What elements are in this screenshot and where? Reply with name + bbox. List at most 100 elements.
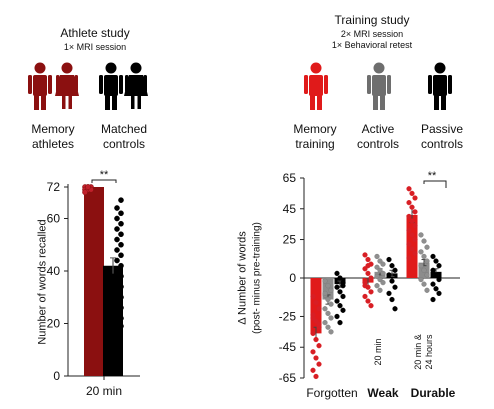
person-control-male-icon-leg-right xyxy=(112,95,117,110)
right-data-point xyxy=(430,296,436,303)
right-bar-s0-c0 xyxy=(310,278,322,334)
left-data-point xyxy=(114,310,120,316)
training-study-subtitle-2: 1× Behavioral retest xyxy=(331,40,413,50)
person-athlete-male-icon-leg-left xyxy=(34,95,39,110)
right-data-point xyxy=(322,306,328,312)
right-data-point xyxy=(409,190,415,196)
person-memory-training-icon-arm-right xyxy=(324,75,328,94)
right-data-point xyxy=(368,275,374,281)
person-active-control-icon-leg-left xyxy=(373,95,378,110)
person-passive-control-icon xyxy=(428,62,452,110)
right-data-point xyxy=(325,296,331,303)
category-label-durable: Durable xyxy=(410,386,456,400)
left-data-point xyxy=(114,247,120,253)
right-data-point xyxy=(436,290,442,296)
left-y-tick-label: 0 xyxy=(53,369,60,383)
right-data-point xyxy=(409,246,415,252)
left-data-point xyxy=(114,268,120,274)
person-athlete-female-icon-head xyxy=(61,62,73,74)
person-control-female-icon-leg-right xyxy=(137,96,141,109)
left-data-point xyxy=(114,205,120,211)
right-data-point xyxy=(406,241,412,247)
left-data-point xyxy=(114,226,120,232)
right-y-tick-label: 65 xyxy=(283,171,297,185)
right-data-point xyxy=(374,283,380,289)
right-data-point xyxy=(430,253,436,260)
person-athlete-female-icon-arm-right xyxy=(74,75,78,92)
right-data-point xyxy=(412,209,418,215)
right-data-point xyxy=(316,321,322,327)
right-data-point xyxy=(362,293,368,300)
right-data-point xyxy=(334,270,340,276)
group-label-active-controls-2: controls xyxy=(356,137,400,151)
right-data-point xyxy=(322,278,328,284)
right-data-point xyxy=(328,315,334,321)
right-data-point xyxy=(389,278,395,284)
right-data-point xyxy=(374,264,380,270)
person-athlete-male-icon-arm-left xyxy=(28,75,32,94)
left-data-point xyxy=(85,184,91,190)
left-data-point xyxy=(118,294,124,301)
person-athlete-male-icon-leg-right xyxy=(41,95,46,110)
person-control-male-icon-arm-left xyxy=(99,75,103,94)
athlete-study-subtitle: 1× MRI session xyxy=(63,42,127,52)
right-data-point xyxy=(424,244,430,250)
right-data-point xyxy=(365,263,371,269)
right-data-point xyxy=(334,313,340,320)
person-athlete-female-icon xyxy=(55,62,79,109)
right-data-point xyxy=(430,281,436,287)
right-data-point xyxy=(322,320,328,326)
person-passive-control-icon-arm-right xyxy=(448,75,452,94)
right-data-point xyxy=(362,252,368,258)
person-active-control-icon-head xyxy=(373,62,385,74)
right-data-point xyxy=(340,307,346,313)
person-memory-training-icon-leg-right xyxy=(317,95,322,110)
right-data-point xyxy=(409,218,415,224)
right-data-point xyxy=(365,256,371,263)
right-data-point xyxy=(418,232,424,238)
left-data-point xyxy=(118,304,124,311)
right-y-tick-label: 25 xyxy=(283,233,297,247)
person-active-control-icon-torso xyxy=(372,75,386,96)
right-data-point xyxy=(380,280,386,286)
right-bar-s1-c0 xyxy=(322,278,334,300)
left-y-tick-label: 60 xyxy=(47,212,61,226)
right-data-point xyxy=(325,324,331,330)
right-data-point xyxy=(377,276,383,283)
right-data-point xyxy=(313,355,319,361)
right-data-point xyxy=(377,258,383,264)
person-control-male-icon-head xyxy=(105,62,117,74)
right-data-point xyxy=(313,336,319,343)
person-control-female-icon-leg-left xyxy=(131,96,135,109)
right-data-point xyxy=(392,306,398,312)
right-data-point xyxy=(380,270,386,276)
right-y-tick-label: -25 xyxy=(279,309,297,323)
right-data-point xyxy=(424,258,430,264)
right-data-point xyxy=(386,256,392,263)
person-active-control-icon-arm-right xyxy=(387,75,391,94)
left-y-tick-label: 20 xyxy=(47,317,61,331)
right-data-point xyxy=(421,281,427,287)
right-data-point xyxy=(380,261,386,267)
person-memory-training-icon-torso xyxy=(309,75,323,96)
person-control-male-icon xyxy=(99,62,123,110)
left-data-point xyxy=(114,257,120,264)
person-active-control-icon-leg-right xyxy=(380,95,385,110)
right-data-point xyxy=(340,293,346,300)
left-y-tick-label: 72 xyxy=(47,180,61,194)
right-significance-label: ** xyxy=(428,170,437,182)
right-data-point xyxy=(325,283,331,289)
person-control-female-icon xyxy=(124,62,148,109)
right-data-point xyxy=(421,238,427,244)
right-data-point xyxy=(421,267,427,273)
right-data-point xyxy=(325,310,331,316)
right-data-point xyxy=(409,204,415,210)
right-data-point xyxy=(412,223,418,229)
left-data-point xyxy=(114,278,120,285)
right-data-point xyxy=(337,320,343,326)
right-data-point xyxy=(365,298,371,304)
right-data-point xyxy=(310,367,316,373)
right-data-point xyxy=(377,287,383,293)
training-study-subtitle-1: 2× MRI session xyxy=(340,29,404,39)
right-data-point xyxy=(406,200,412,206)
